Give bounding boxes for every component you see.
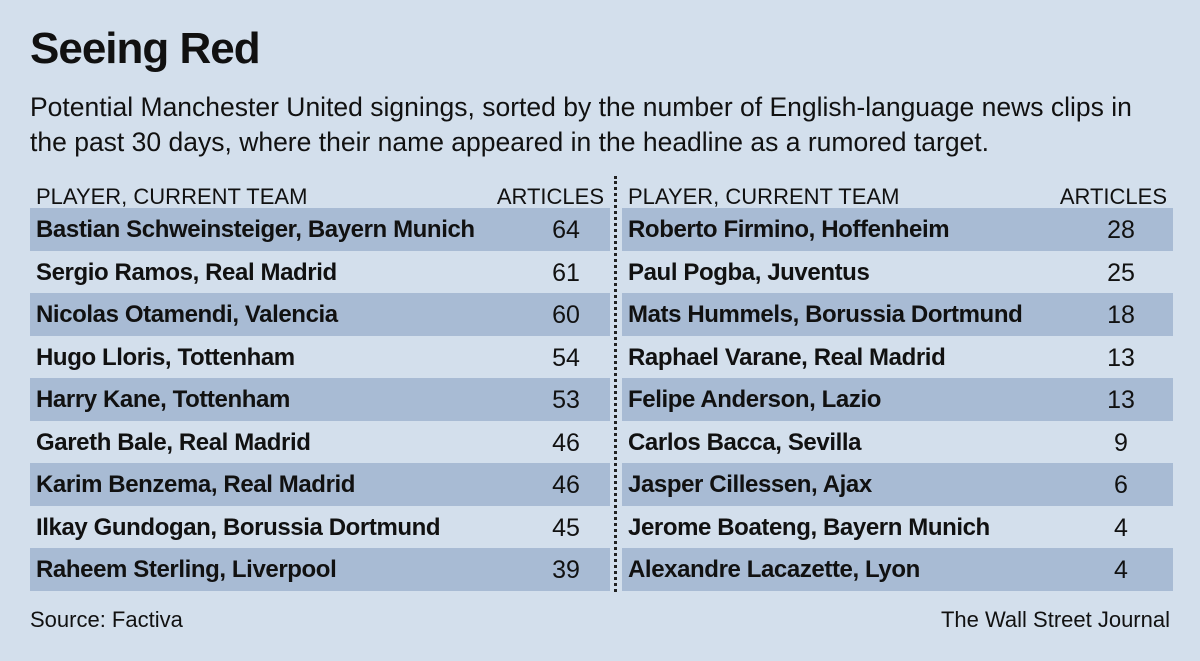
table-row: Harry Kane, Tottenham 53 xyxy=(30,378,610,421)
publisher-credit: The Wall Street Journal xyxy=(940,607,1170,632)
player-team-cell: Carlos Bacca, Sevilla xyxy=(628,428,862,456)
column-divider xyxy=(614,176,617,592)
articles-cell: 4 xyxy=(1114,556,1128,584)
player-team-cell: Harry Kane, Tottenham xyxy=(36,386,290,413)
articles-cell: 13 xyxy=(1107,386,1135,414)
articles-cell: 60 xyxy=(552,301,580,329)
table-row: Raheem Sterling, Liverpool 39 xyxy=(30,548,610,591)
player-team-cell: Sergio Ramos, Real Madrid xyxy=(36,258,337,286)
table-header: PLAYER, CURRENT TEAM ARTICLES xyxy=(622,178,1173,209)
table-body: Roberto Firmino, Hoffenheim 28 Paul Pogba,… xyxy=(622,208,1173,591)
table-row: Roberto Firmino, Hoffenheim 28 xyxy=(622,208,1173,251)
articles-cell: 64 xyxy=(552,216,580,244)
column-header-articles: ARTICLES xyxy=(1059,184,1167,209)
articles-cell: 9 xyxy=(1114,428,1128,457)
player-team-cell: Jasper Cillessen, Ajax xyxy=(628,471,872,498)
player-team-cell: Mats Hummels, Borussia Dortmund xyxy=(628,301,1023,328)
table-row: Paul Pogba, Juventus 25 xyxy=(622,251,1173,294)
articles-cell: 53 xyxy=(552,386,580,414)
player-team-cell: Felipe Anderson, Lazio xyxy=(628,386,882,413)
table-left-column: PLAYER, CURRENT TEAM ARTICLES Bastian Sc… xyxy=(30,178,610,591)
table-row: Jerome Boateng, Bayern Munich 4 xyxy=(622,506,1173,549)
player-team-cell: Roberto Firmino, Hoffenheim xyxy=(628,216,950,243)
table-row: Nicolas Otamendi, Valencia 60 xyxy=(30,293,610,336)
player-team-cell: Hugo Lloris, Tottenham xyxy=(36,343,295,371)
articles-cell: 46 xyxy=(552,471,580,499)
table-row: Ilkay Gundogan, Borussia Dortmund 45 xyxy=(30,506,610,549)
player-team-cell: Karim Benzema, Real Madrid xyxy=(36,471,356,498)
column-header-articles: ARTICLES xyxy=(496,184,604,209)
table-row: Alexandre Lacazette, Lyon 4 xyxy=(622,548,1173,591)
articles-cell: 4 xyxy=(1114,513,1128,542)
player-team-cell: Jerome Boateng, Bayern Munich xyxy=(628,513,990,541)
articles-cell: 13 xyxy=(1107,343,1135,372)
table-row: Sergio Ramos, Real Madrid 61 xyxy=(30,251,610,294)
table-row: Carlos Bacca, Sevilla 9 xyxy=(622,421,1173,464)
articles-cell: 54 xyxy=(552,343,580,372)
player-team-cell: Nicolas Otamendi, Valencia xyxy=(36,301,338,328)
table-row: Felipe Anderson, Lazio 13 xyxy=(622,378,1173,421)
table-row: Hugo Lloris, Tottenham 54 xyxy=(30,336,610,379)
table-right-column: PLAYER, CURRENT TEAM ARTICLES Roberto Fi… xyxy=(622,178,1173,591)
table-row: Raphael Varane, Real Madrid 13 xyxy=(622,336,1173,379)
player-team-cell: Raphael Varane, Real Madrid xyxy=(628,343,946,371)
table-header: PLAYER, CURRENT TEAM ARTICLES xyxy=(30,178,610,209)
articles-cell: 6 xyxy=(1114,471,1128,499)
player-team-cell: Paul Pogba, Juventus xyxy=(628,258,870,286)
articles-cell: 46 xyxy=(552,428,580,457)
table-row: Bastian Schweinsteiger, Bayern Munich 64 xyxy=(30,208,610,251)
column-header-player: PLAYER, CURRENT TEAM xyxy=(36,184,308,209)
table-row: Gareth Bale, Real Madrid 46 xyxy=(30,421,610,464)
table-row: Jasper Cillessen, Ajax 6 xyxy=(622,463,1173,506)
player-team-cell: Ilkay Gundogan, Borussia Dortmund xyxy=(36,513,441,541)
articles-cell: 45 xyxy=(552,513,580,542)
source-note: Source: Factiva xyxy=(30,607,183,632)
page-title: Seeing Red xyxy=(30,24,261,73)
articles-cell: 61 xyxy=(552,258,580,287)
subtitle: Potential Manchester United signings, so… xyxy=(30,92,1132,157)
player-team-cell: Raheem Sterling, Liverpool xyxy=(36,556,337,583)
articles-cell: 28 xyxy=(1107,216,1135,244)
table-body: Bastian Schweinsteiger, Bayern Munich 64 S… xyxy=(30,208,610,591)
player-team-cell: Alexandre Lacazette, Lyon xyxy=(628,556,920,583)
column-header-player: PLAYER, CURRENT TEAM xyxy=(628,184,900,209)
table-row: Karim Benzema, Real Madrid 46 xyxy=(30,463,610,506)
articles-cell: 25 xyxy=(1107,258,1135,287)
table-row: Mats Hummels, Borussia Dortmund 18 xyxy=(622,293,1173,336)
articles-cell: 18 xyxy=(1107,301,1135,329)
player-team-cell: Bastian Schweinsteiger, Bayern Munich xyxy=(36,216,475,243)
articles-cell: 39 xyxy=(552,556,580,584)
player-team-cell: Gareth Bale, Real Madrid xyxy=(36,428,311,456)
